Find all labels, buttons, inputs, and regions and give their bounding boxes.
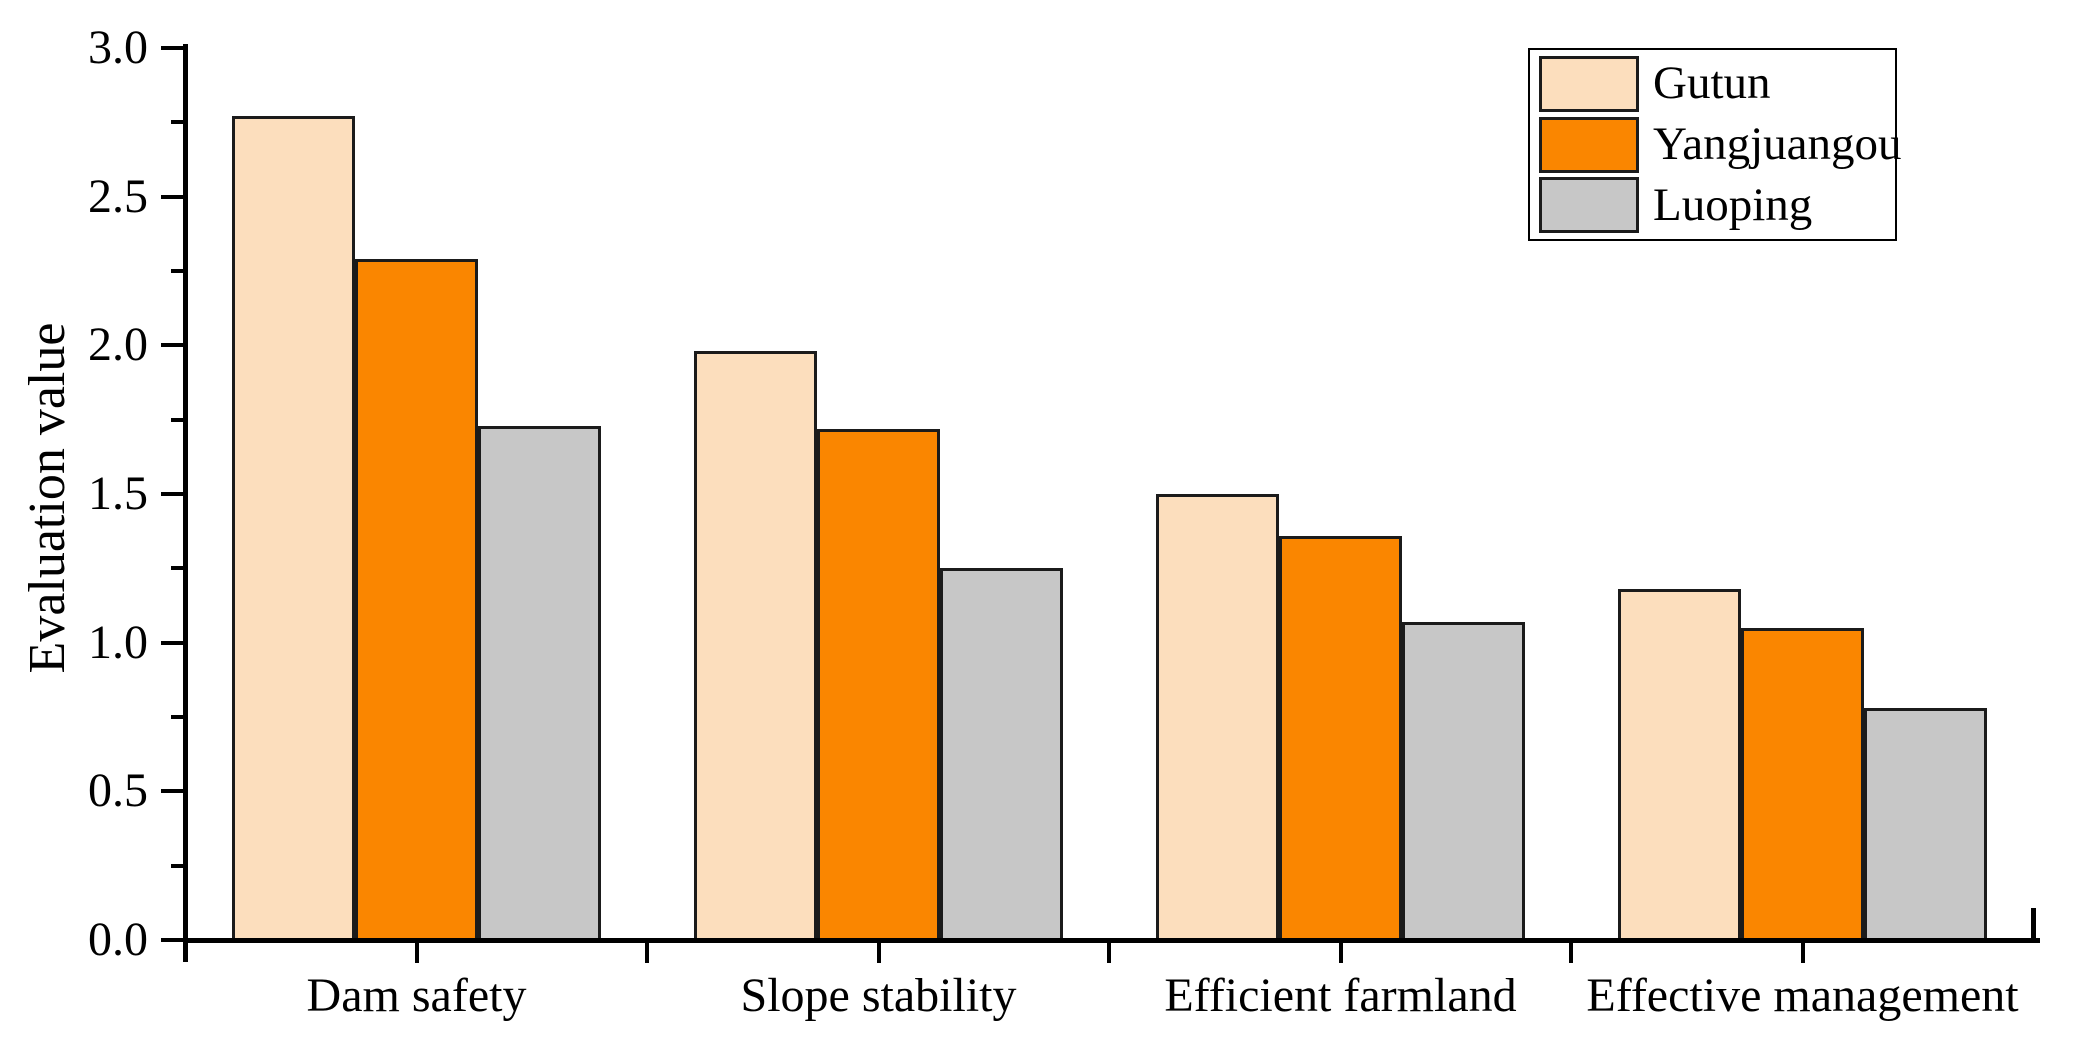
x-category-label-dam-safety: Dam safety: [306, 969, 527, 1022]
y-minor-tick-1.75: [171, 417, 183, 422]
legend-item-luoping: Luoping: [1530, 176, 1895, 234]
y-minor-tick-0.75: [171, 715, 183, 719]
x-tick-slope-stability: [876, 943, 881, 963]
bar-gutun-efficient-farmland: [1156, 494, 1279, 941]
y-minor-tick-0.25: [171, 863, 183, 868]
bar-yangjuangou-efficient-farmland: [1279, 535, 1402, 941]
x-axis-end-tick: [2031, 908, 2036, 943]
legend-swatch-gutun: [1539, 55, 1639, 112]
y-major-tick-0.5: [161, 789, 183, 794]
bar-yangjuangou-slope-stability: [817, 428, 940, 941]
x-boundary-tick-2: [1569, 943, 1573, 963]
y-tick-label-1.0: 1.0: [88, 615, 148, 669]
bar-gutun-slope-stability: [694, 351, 817, 941]
y-tick-label-0.5: 0.5: [88, 764, 148, 818]
x-tick-dam-safety: [414, 943, 419, 963]
y-minor-tick-1.25: [171, 566, 183, 571]
y-tick-label-3.0: 3.0: [88, 21, 148, 74]
y-axis-line: [183, 44, 188, 962]
bar-luoping-dam-safety: [478, 425, 601, 941]
y-minor-tick-2.25: [171, 269, 183, 273]
legend-label-luoping: Luoping: [1653, 178, 1813, 231]
x-boundary-tick-1: [1107, 943, 1111, 963]
y-tick-label-0.0: 0.0: [88, 913, 148, 966]
legend-label-yangjuangou: Yangjuangou: [1653, 118, 1902, 170]
bar-luoping-efficient-farmland: [1402, 621, 1525, 941]
bar-gutun-dam-safety: [232, 116, 355, 941]
bar-yangjuangou-effective-management: [1741, 627, 1864, 941]
legend-item-gutun: Gutun: [1530, 55, 1895, 113]
x-category-label-slope-stability: Slope stability: [740, 969, 1017, 1022]
x-category-label-effective-management: Effective management: [1586, 969, 2019, 1022]
bar-gutun-effective-management: [1618, 589, 1741, 941]
legend-swatch-yangjuangou: [1539, 116, 1639, 173]
y-major-tick-2.0: [161, 343, 183, 348]
x-boundary-tick-0: [645, 943, 649, 963]
y-minor-tick-2.75: [171, 120, 183, 125]
legend-swatch-luoping: [1539, 177, 1639, 234]
x-tick-efficient-farmland: [1338, 943, 1343, 963]
x-axis-line: [183, 938, 2040, 943]
bar-luoping-effective-management: [1864, 708, 1987, 941]
y-tick-label-2.5: 2.5: [88, 169, 148, 223]
legend-label-gutun: Gutun: [1653, 57, 1771, 110]
y-major-tick-3.0: [161, 46, 183, 50]
y-tick-label-1.5: 1.5: [88, 467, 148, 520]
x-tick-effective-management: [1800, 943, 1805, 963]
x-category-label-efficient-farmland: Efficient farmland: [1164, 969, 1517, 1022]
legend-item-yangjuangou: Yangjuangou: [1530, 116, 1902, 174]
y-major-tick-2.5: [161, 194, 183, 199]
y-major-tick-1.5: [161, 492, 183, 496]
y-tick-label-2.0: 2.0: [88, 318, 148, 372]
bar-luoping-slope-stability: [940, 568, 1063, 941]
legend: Gutun Yangjuangou Luoping: [1528, 48, 1902, 241]
y-major-tick-1.0: [161, 640, 183, 645]
bar-yangjuangou-dam-safety: [355, 259, 478, 941]
y-major-tick-0.0: [161, 938, 183, 942]
